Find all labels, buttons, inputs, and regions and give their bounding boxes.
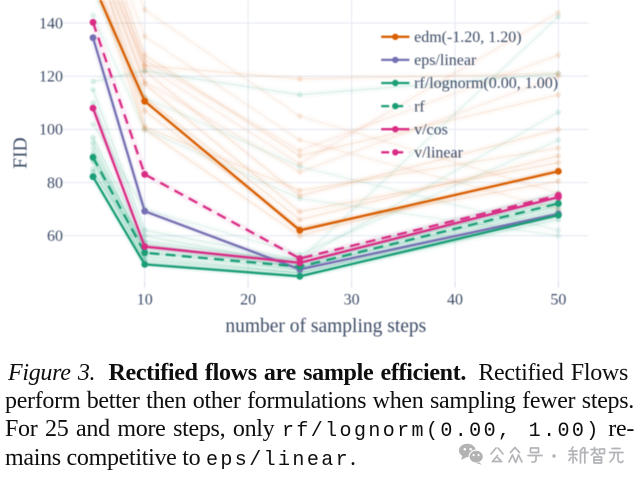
svg-text:60: 60 (47, 228, 63, 245)
svg-text:20: 20 (240, 292, 256, 309)
svg-text:v/linear: v/linear (414, 145, 464, 162)
svg-text:number of sampling steps: number of sampling steps (225, 316, 426, 337)
svg-text:30: 30 (344, 292, 360, 309)
svg-text:edm(-1.20, 1.20): edm(-1.20, 1.20) (414, 29, 522, 46)
svg-text:rf: rf (414, 98, 425, 115)
svg-text:rf/lognorm(0.00, 1.00): rf/lognorm(0.00, 1.00) (414, 75, 558, 92)
svg-text:eps/linear: eps/linear (414, 52, 477, 69)
svg-text:v/cos: v/cos (414, 121, 448, 138)
svg-text:100: 100 (39, 122, 63, 139)
svg-text:50: 50 (550, 292, 566, 309)
svg-text:80: 80 (47, 175, 63, 192)
svg-text:10: 10 (137, 292, 153, 309)
svg-text:120: 120 (39, 69, 63, 86)
svg-text:FID: FID (11, 137, 32, 168)
svg-text:40: 40 (447, 292, 463, 309)
svg-text:140: 140 (39, 15, 63, 32)
